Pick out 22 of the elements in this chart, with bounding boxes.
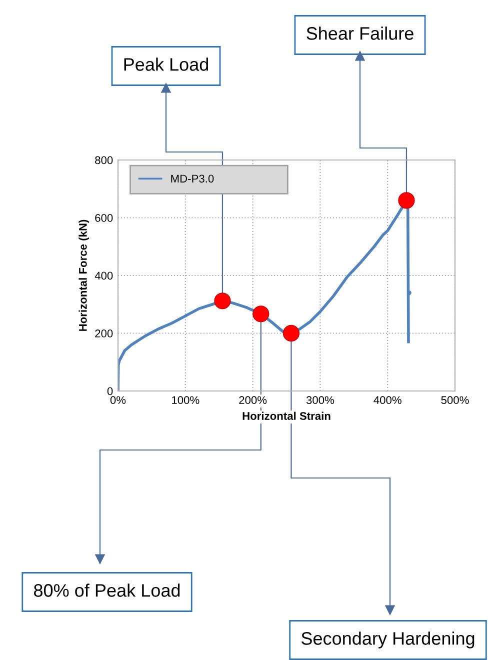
y-tick-label: 800 [95,156,113,164]
point [398,192,415,209]
x-tick-label: 100% [172,396,200,404]
y-tick-label: 600 [95,214,113,222]
annotation: Shear Failure [306,26,414,40]
x-tick-label: 400% [374,396,402,404]
y-axis-title: Horizontal Force (kN) [78,220,90,331]
point [214,292,231,310]
y-tick-label: 200 [95,330,113,338]
point [282,324,300,342]
x-tick-label: 200% [239,396,267,404]
y-tick-label: 0 [107,387,113,396]
annotation: Secondary Hardening [302,632,474,648]
x-tick-label: 0% [110,396,126,404]
legend-label: MD-P3.0 [171,174,214,183]
x-tick-label: 500% [441,396,469,404]
point [252,306,270,322]
y-tick-label: 400 [94,272,113,280]
annotation: 80% of Peak Load [34,584,180,597]
annotation: Peak Load [124,58,208,71]
x-axis-title: Horizontal Strain [242,412,330,420]
x-tick-label: 300% [306,396,334,404]
